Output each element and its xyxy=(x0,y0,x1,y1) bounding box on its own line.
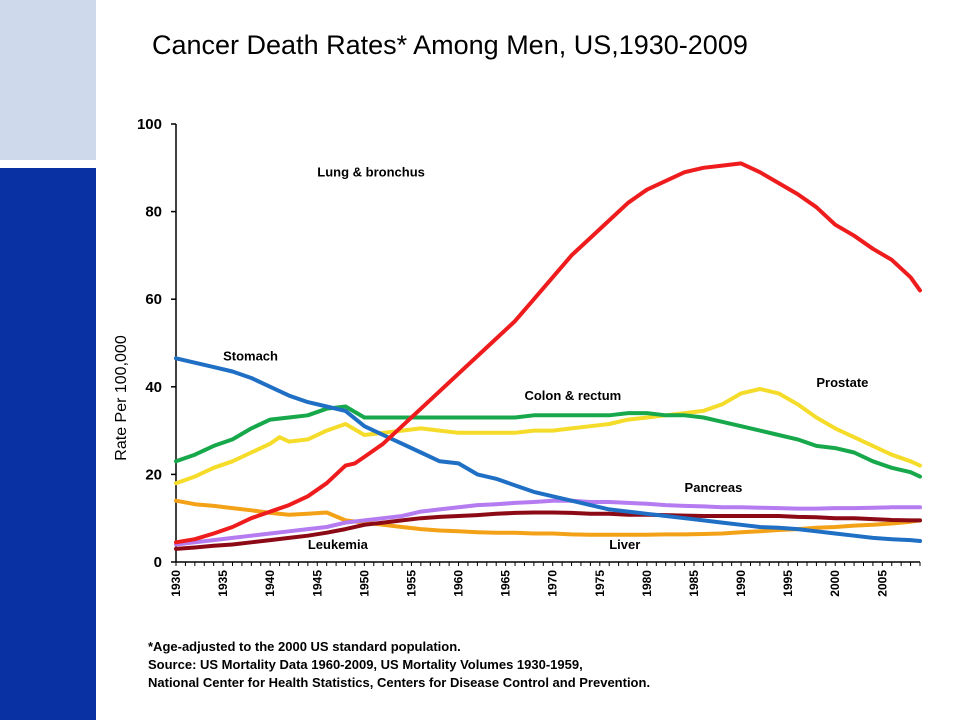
x-tick-label: 1985 xyxy=(687,570,701,597)
x-tick-label: 1975 xyxy=(593,570,607,597)
x-tick-label: 1930 xyxy=(169,570,183,597)
x-tick-label: 1995 xyxy=(781,570,795,597)
y-tick-label: 100 xyxy=(137,116,162,133)
series-line-colon-rectum xyxy=(174,404,922,479)
series-label-prostate: Prostate xyxy=(816,375,868,390)
series-label-colon-rectum: Colon & rectum xyxy=(524,388,621,403)
sidebar-light-block xyxy=(0,0,96,160)
series-label-pancreas: Pancreas xyxy=(685,480,743,495)
y-tick-label: 0 xyxy=(154,554,162,571)
sidebar-dark-block xyxy=(0,168,96,720)
footnote-line-1: *Age-adjusted to the 2000 US standard po… xyxy=(148,639,461,654)
series-line-prostate xyxy=(174,387,922,486)
slide-title: Cancer Death Rates* Among Men, US,1930-2… xyxy=(152,30,748,60)
y-tick-label: 40 xyxy=(145,379,162,396)
footnote: *Age-adjusted to the 2000 US standard po… xyxy=(148,638,650,692)
series-label-leukemia: Leukemia xyxy=(308,537,369,552)
series-label-stomach: Stomach xyxy=(223,349,278,364)
x-tick-label: 1970 xyxy=(546,570,560,597)
x-tick-label: 1945 xyxy=(310,570,324,597)
x-tick-label: 1935 xyxy=(216,570,230,597)
series-line-stomach xyxy=(174,356,922,543)
footnote-line-2: Source: US Mortality Data 1960-2009, US … xyxy=(148,657,583,672)
series-label-liver: Liver xyxy=(609,537,640,552)
x-tick-label: 1950 xyxy=(357,570,371,597)
y-tick-label: 80 xyxy=(145,204,162,221)
x-tick-label: 1965 xyxy=(499,570,513,597)
line-chart: 0 20 40 60 80 100 1930 1935 1940 1945 1950 1955 1960… xyxy=(113,116,922,597)
y-axis-label: Rate Per 100,000 xyxy=(113,335,130,461)
x-tick-label: 1980 xyxy=(640,570,654,597)
x-tick-label: 1940 xyxy=(263,570,277,597)
series-label-lung-bronchus: Lung & bronchus xyxy=(317,165,425,180)
series-line-leukemia xyxy=(174,510,922,551)
footnote-line-3: National Center for Health Statistics, C… xyxy=(148,675,651,690)
x-tick-label: 1960 xyxy=(452,570,466,597)
series-line-pancreas xyxy=(174,498,922,547)
x-tick-label: 1955 xyxy=(404,570,418,597)
x-tick-label: 1990 xyxy=(734,570,748,597)
x-tick-label: 2000 xyxy=(828,570,842,597)
x-tick-label: 2005 xyxy=(875,570,889,597)
series-line-lung-bronchus xyxy=(174,161,922,545)
y-tick-label: 20 xyxy=(145,466,162,483)
y-tick-label: 60 xyxy=(145,291,162,308)
